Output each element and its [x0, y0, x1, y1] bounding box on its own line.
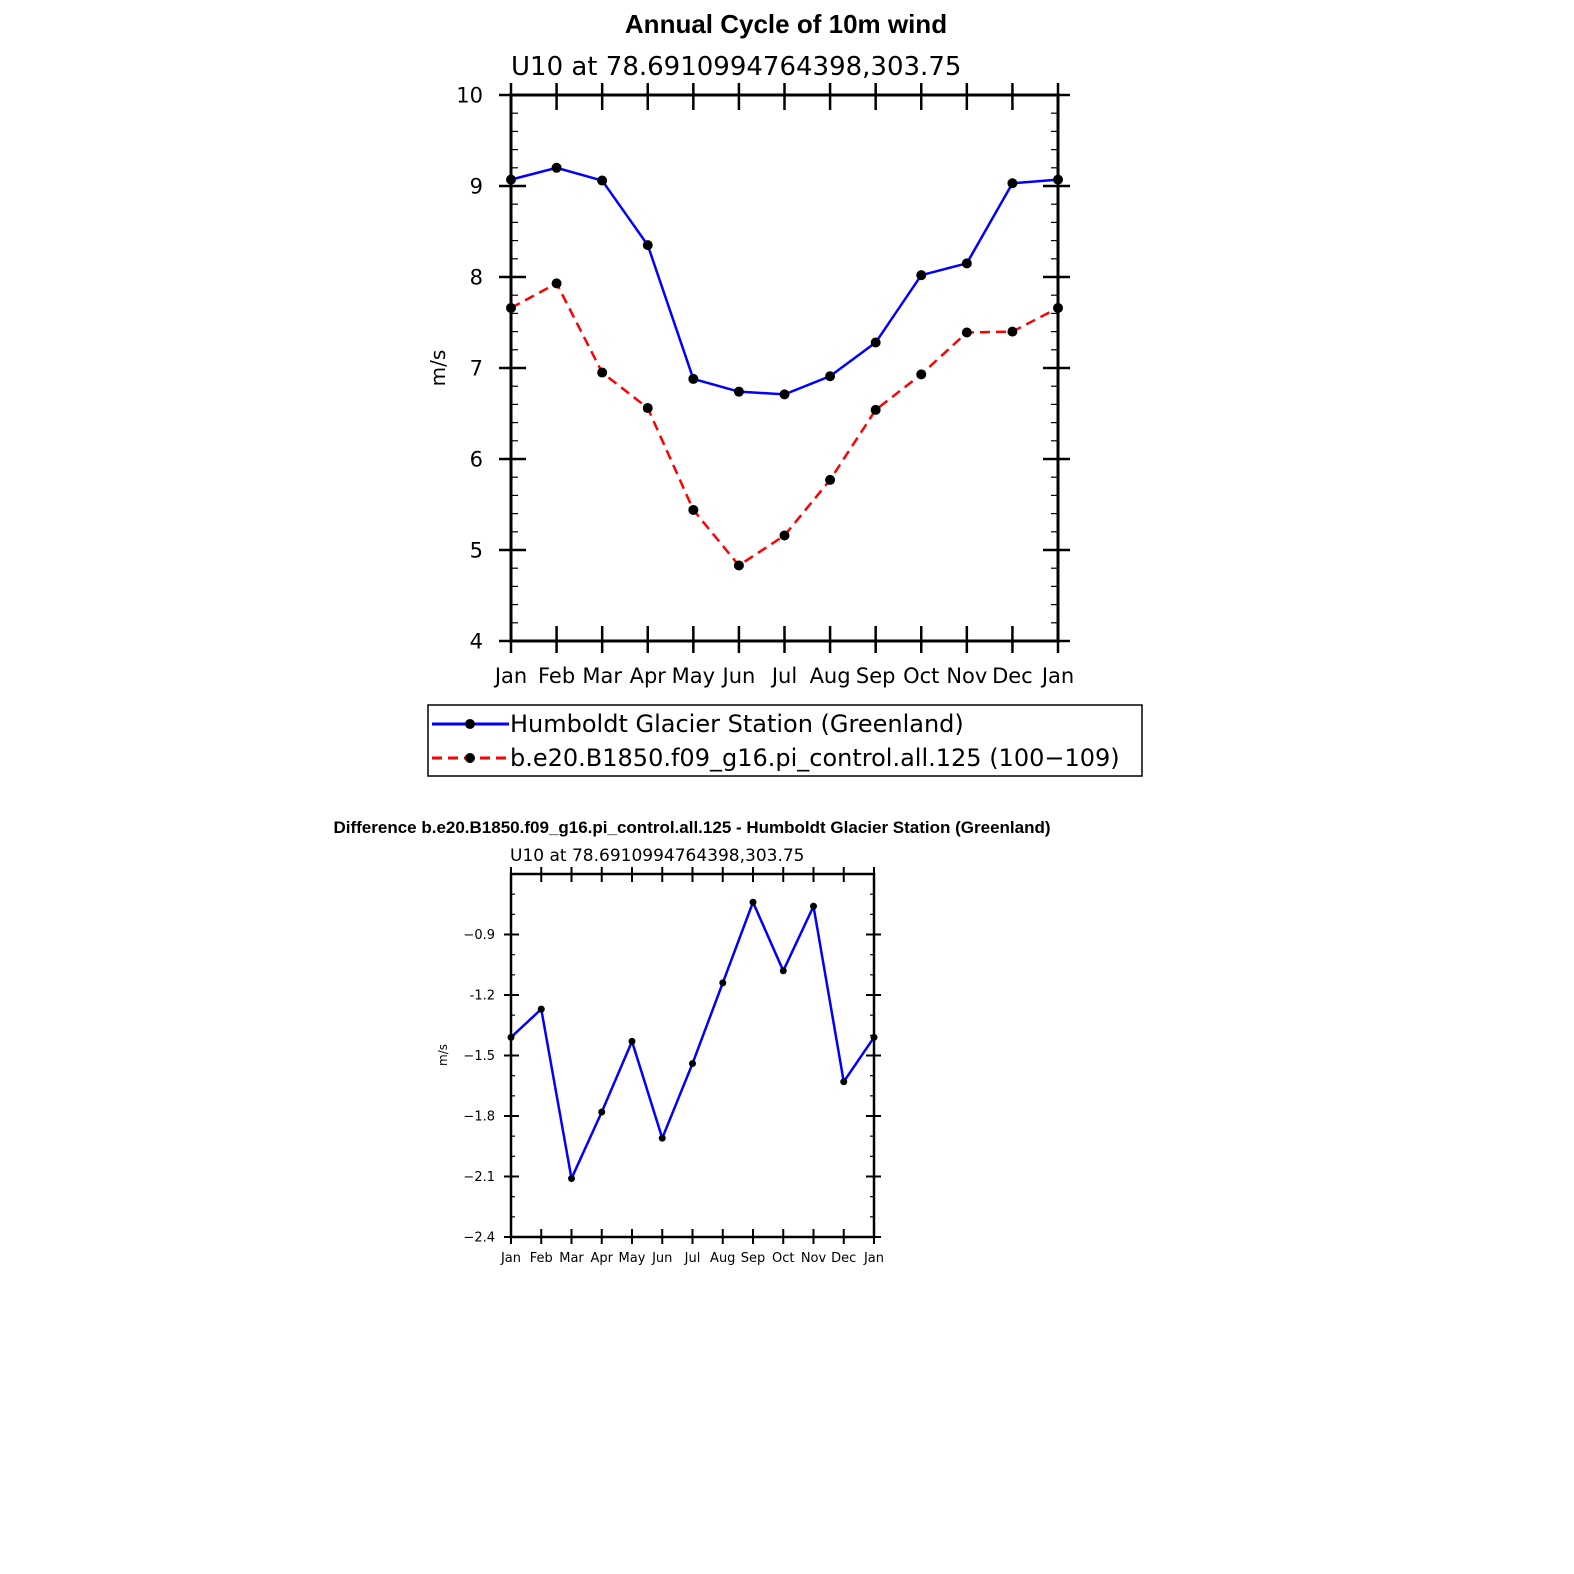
x-tick-label: Feb [530, 1251, 553, 1266]
legend-marker-red [465, 753, 475, 763]
series-line-1 [510, 281, 1059, 568]
x-tick-label: Aug [710, 1251, 735, 1266]
x-tick-label: Aug [810, 664, 851, 688]
x-tick-label: Oct [903, 664, 939, 688]
x-tick-label: Jan [863, 1251, 884, 1266]
chart2-title: Difference b.e20.B1850.f09_g16.pi_contro… [333, 818, 1050, 837]
x-tick-label: Jul [770, 664, 797, 688]
annual-cycle-chart: Annual Cycle of 10m wind U10 at 78.69109… [426, 9, 1143, 777]
series-1-point [733, 560, 744, 571]
series-0-point [658, 1134, 666, 1142]
series-1-point [506, 302, 516, 313]
series-1-point [961, 327, 972, 338]
y-tick-label: 5 [470, 538, 483, 562]
series-0-point [916, 270, 927, 281]
x-tick-label: Jun [721, 664, 756, 688]
series-0-point [961, 258, 972, 269]
y-tick-label: −2.4 [463, 1231, 495, 1246]
series-1-point [551, 278, 562, 289]
y-tick-label: 9 [470, 174, 483, 198]
y-tick-label: 7 [470, 356, 483, 380]
x-tick-label: May [619, 1251, 646, 1266]
x-tick-label: Mar [559, 1251, 584, 1266]
series-0-point [597, 175, 608, 186]
series-0-point [1007, 178, 1018, 189]
series-1-point [688, 504, 699, 515]
x-tick-label: Dec [992, 664, 1033, 688]
series-0-point [719, 979, 727, 987]
x-tick-label: Dec [831, 1251, 856, 1266]
x-tick-label: Oct [772, 1251, 794, 1266]
x-tick-label: Apr [591, 1251, 614, 1266]
series-1-point [779, 530, 790, 541]
series-0-point [598, 1108, 606, 1116]
series-0-point [779, 389, 790, 400]
x-tick-label: Jul [684, 1251, 701, 1266]
y-tick-label: −1.8 [463, 1110, 495, 1125]
series-line-0 [510, 898, 876, 1183]
series-0-point [870, 1033, 878, 1041]
series-0-point [1053, 174, 1063, 185]
x-tick-label: Nov [946, 664, 987, 688]
y-tick-label: 4 [470, 629, 483, 653]
x-tick-label: Nov [801, 1251, 827, 1266]
x-tick-label: Apr [630, 664, 667, 688]
chart2-ylabel: m/s [436, 1044, 450, 1066]
x-tick-label: Sep [856, 664, 896, 688]
y-tick-label: -1.2 [470, 989, 495, 1004]
series-1-point [825, 474, 836, 485]
series-0-point [506, 174, 516, 185]
x-tick-label: May [672, 664, 715, 688]
series-line-0 [510, 166, 1059, 396]
chart1-legend: Humboldt Glacier Station (Greenland) b.e… [427, 704, 1143, 777]
series-0-point [689, 1060, 696, 1068]
x-tick-label: Jun [651, 1251, 672, 1266]
x-tick-label: Jan [500, 1251, 521, 1266]
chart1-subtitle: U10 at 78.6910994764398,303.75 [511, 52, 961, 82]
series-0-point [568, 1175, 575, 1183]
series-0-point [840, 1078, 848, 1086]
y-tick-label: 8 [470, 265, 483, 289]
series-1-point [1007, 326, 1018, 337]
series-0-point [779, 967, 787, 975]
y-tick-label: −2.1 [463, 1170, 495, 1185]
series-1-point [916, 369, 927, 380]
chart2-plot-frame [509, 872, 876, 1239]
series-0-point [688, 373, 699, 384]
series-1-point [642, 403, 653, 414]
series-0-point [825, 371, 836, 382]
legend-label-station: Humboldt Glacier Station (Greenland) [510, 710, 964, 738]
series-0-point [749, 898, 757, 906]
chart2-subtitle: U10 at 78.6910994764398,303.75 [510, 846, 805, 866]
chart1-title: Annual Cycle of 10m wind [625, 9, 947, 39]
y-tick-label: −1.5 [463, 1049, 495, 1064]
series-1-point [870, 404, 881, 415]
series-0-point [537, 1005, 545, 1013]
y-tick-label: −0.9 [463, 928, 495, 943]
series-0-point [810, 902, 817, 910]
x-tick-label: Feb [538, 664, 575, 688]
series-0-point [870, 337, 881, 348]
difference-chart: Difference b.e20.B1850.f09_g16.pi_contro… [333, 818, 1050, 1266]
legend-box [427, 704, 1143, 777]
chart1-ylabel: m/s [426, 350, 450, 387]
series-0-point [733, 386, 744, 397]
x-tick-label: Jan [493, 664, 527, 688]
y-tick-label: 6 [470, 447, 483, 471]
series-0-point [507, 1033, 515, 1041]
legend-label-model: b.e20.B1850.f09_g16.pi_control.all.125 (… [510, 744, 1120, 772]
y-tick-label: 10 [456, 83, 483, 107]
series-0-point [628, 1037, 636, 1045]
x-tick-label: Mar [582, 664, 622, 688]
x-tick-label: Sep [741, 1251, 766, 1266]
series-1-point [1053, 302, 1063, 313]
series-1-point [597, 367, 608, 378]
series-0-point [642, 240, 653, 251]
x-tick-label: Jan [1040, 664, 1074, 688]
series-0-point [551, 162, 562, 173]
legend-marker-blue [465, 719, 475, 729]
